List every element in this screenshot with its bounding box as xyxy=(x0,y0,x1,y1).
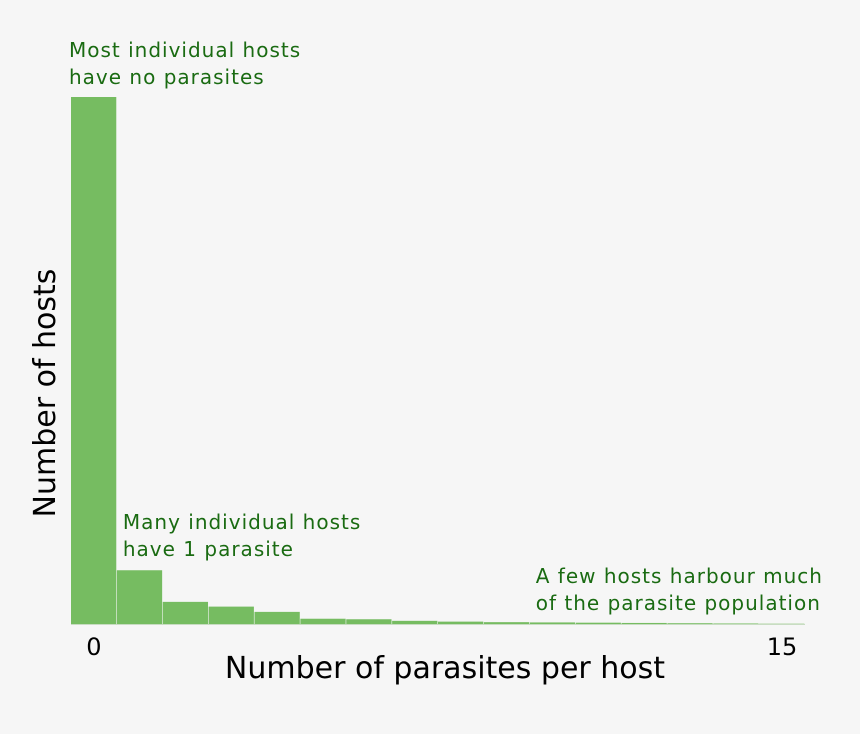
annotation-line: have no parasites xyxy=(69,65,265,89)
bar-13 xyxy=(667,623,713,625)
bar-8 xyxy=(438,621,484,624)
annotation-line: A few hosts harbour much xyxy=(536,564,823,588)
bar-4 xyxy=(254,611,300,624)
x-tick-label: 0 xyxy=(86,633,101,661)
annotation-line: Many individual hosts xyxy=(123,510,361,534)
annotations: Most individual hosts have no parasites Ma… xyxy=(69,38,823,615)
annotation-line: of the parasite population xyxy=(536,591,821,615)
annotation-no-parasites: Most individual hosts have no parasites xyxy=(69,38,301,89)
bar-12 xyxy=(621,622,667,624)
bar-0 xyxy=(71,97,117,624)
bar-9 xyxy=(483,622,530,624)
x-tick-labels: 0 15 xyxy=(86,633,797,661)
bars xyxy=(71,97,805,625)
bar-3 xyxy=(208,606,254,624)
y-axis-label: Number of hosts xyxy=(28,269,63,518)
bar-14 xyxy=(713,623,759,625)
bar-2 xyxy=(162,601,209,624)
x-tick-label: 15 xyxy=(767,633,798,661)
bar-7 xyxy=(392,620,438,624)
bar-6 xyxy=(346,619,392,624)
bar-1 xyxy=(116,570,163,624)
annotation-line: Most individual hosts xyxy=(69,38,301,62)
annotation-one-parasite: Many individual hosts have 1 parasite xyxy=(123,510,361,561)
bar-11 xyxy=(575,622,621,624)
annotation-line: have 1 parasite xyxy=(123,537,294,561)
annotation-few-hosts: A few hosts harbour much of the parasite … xyxy=(536,564,823,615)
bar-10 xyxy=(529,622,576,624)
bar-5 xyxy=(300,618,346,624)
x-axis-label: Number of parasites per host xyxy=(225,651,665,686)
